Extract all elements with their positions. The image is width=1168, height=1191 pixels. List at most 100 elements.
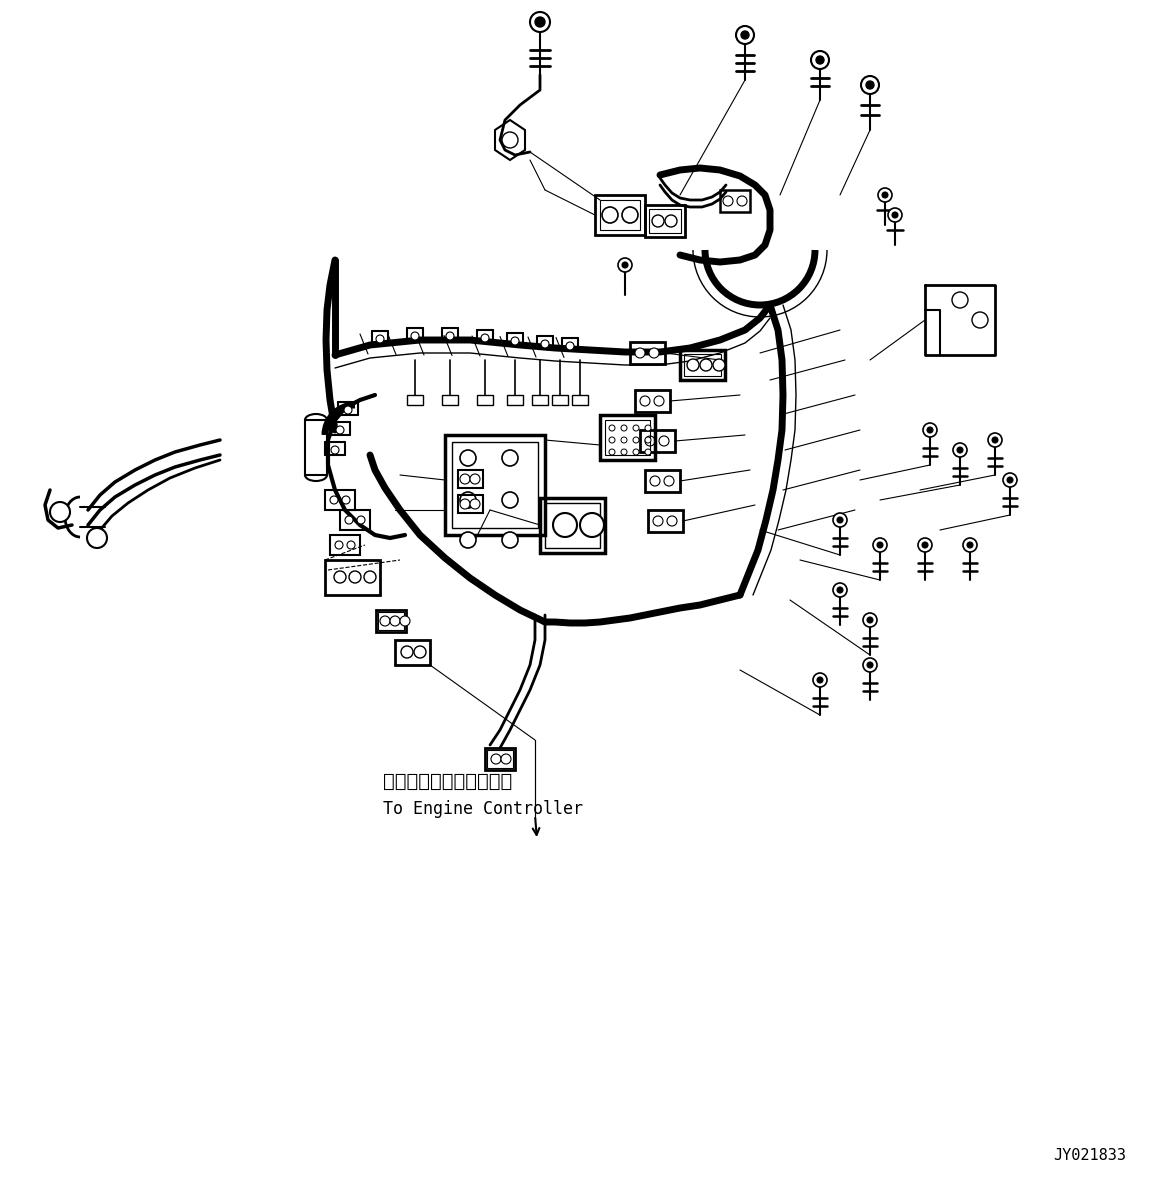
Bar (648, 510, 683, 532)
Circle shape (460, 532, 477, 548)
Circle shape (813, 673, 827, 687)
Circle shape (952, 292, 968, 308)
Circle shape (659, 436, 669, 445)
Circle shape (50, 501, 70, 522)
Circle shape (623, 207, 638, 223)
Bar (540, 498, 605, 553)
Circle shape (335, 541, 343, 549)
Circle shape (413, 646, 426, 657)
Bar (325, 490, 355, 510)
Bar (595, 195, 645, 235)
Circle shape (580, 513, 604, 537)
Circle shape (700, 358, 712, 372)
Circle shape (1003, 473, 1017, 487)
Circle shape (736, 26, 755, 44)
Circle shape (535, 17, 545, 27)
Bar (630, 342, 665, 364)
Circle shape (334, 570, 346, 584)
Bar (684, 354, 721, 376)
Circle shape (376, 335, 384, 343)
Circle shape (649, 348, 659, 358)
Bar (640, 430, 675, 453)
Circle shape (345, 406, 352, 414)
Circle shape (380, 616, 390, 626)
Bar (507, 395, 523, 405)
Circle shape (618, 258, 632, 272)
Bar (331, 535, 360, 555)
Bar (458, 495, 484, 513)
Bar (406, 395, 423, 405)
Bar (325, 560, 380, 596)
Bar (645, 205, 684, 237)
Circle shape (816, 676, 823, 682)
Bar (485, 748, 515, 771)
Circle shape (923, 423, 937, 437)
Circle shape (502, 532, 517, 548)
Circle shape (470, 474, 480, 484)
Circle shape (640, 395, 651, 406)
Circle shape (811, 51, 829, 69)
Circle shape (633, 449, 639, 455)
Bar (378, 612, 404, 630)
Bar (649, 208, 681, 233)
Circle shape (645, 449, 651, 455)
Bar (600, 200, 640, 230)
Bar (635, 389, 670, 412)
Circle shape (345, 516, 353, 524)
Bar (600, 414, 655, 460)
Circle shape (922, 542, 929, 548)
Circle shape (342, 495, 350, 504)
Circle shape (364, 570, 376, 584)
Circle shape (609, 425, 616, 431)
Circle shape (723, 197, 734, 206)
Circle shape (953, 443, 967, 457)
Circle shape (865, 81, 874, 89)
Bar (531, 395, 548, 405)
Circle shape (86, 528, 107, 548)
Circle shape (863, 613, 877, 626)
Circle shape (877, 542, 883, 548)
Bar (552, 395, 568, 405)
Bar (395, 640, 430, 665)
Circle shape (460, 492, 477, 509)
Circle shape (861, 76, 880, 94)
Circle shape (331, 445, 339, 454)
Circle shape (837, 587, 843, 593)
Circle shape (992, 437, 997, 443)
Circle shape (512, 337, 519, 345)
Circle shape (502, 450, 517, 466)
Circle shape (663, 476, 674, 486)
Circle shape (470, 499, 480, 509)
Circle shape (927, 428, 933, 434)
Circle shape (712, 358, 725, 372)
Circle shape (882, 192, 888, 198)
Bar (305, 420, 327, 475)
Circle shape (892, 212, 898, 218)
Circle shape (888, 208, 902, 222)
Circle shape (502, 492, 517, 509)
Circle shape (621, 425, 627, 431)
Bar (545, 503, 600, 548)
Circle shape (460, 499, 470, 509)
Circle shape (918, 538, 932, 551)
Circle shape (623, 262, 628, 268)
Circle shape (460, 474, 470, 484)
Circle shape (972, 312, 988, 328)
Circle shape (621, 449, 627, 455)
Bar (572, 395, 588, 405)
Circle shape (602, 207, 618, 223)
Circle shape (349, 570, 361, 584)
Text: To Engine Controller: To Engine Controller (383, 800, 583, 818)
Circle shape (645, 437, 651, 443)
Bar (487, 750, 513, 768)
Circle shape (957, 447, 962, 453)
Text: エンジンコントローラヘ: エンジンコントローラヘ (383, 772, 513, 791)
Bar (376, 610, 406, 632)
Circle shape (331, 495, 338, 504)
Bar (680, 350, 725, 380)
Circle shape (502, 132, 517, 148)
Circle shape (645, 425, 651, 431)
Circle shape (867, 617, 872, 623)
Circle shape (962, 538, 976, 551)
Circle shape (621, 437, 627, 443)
